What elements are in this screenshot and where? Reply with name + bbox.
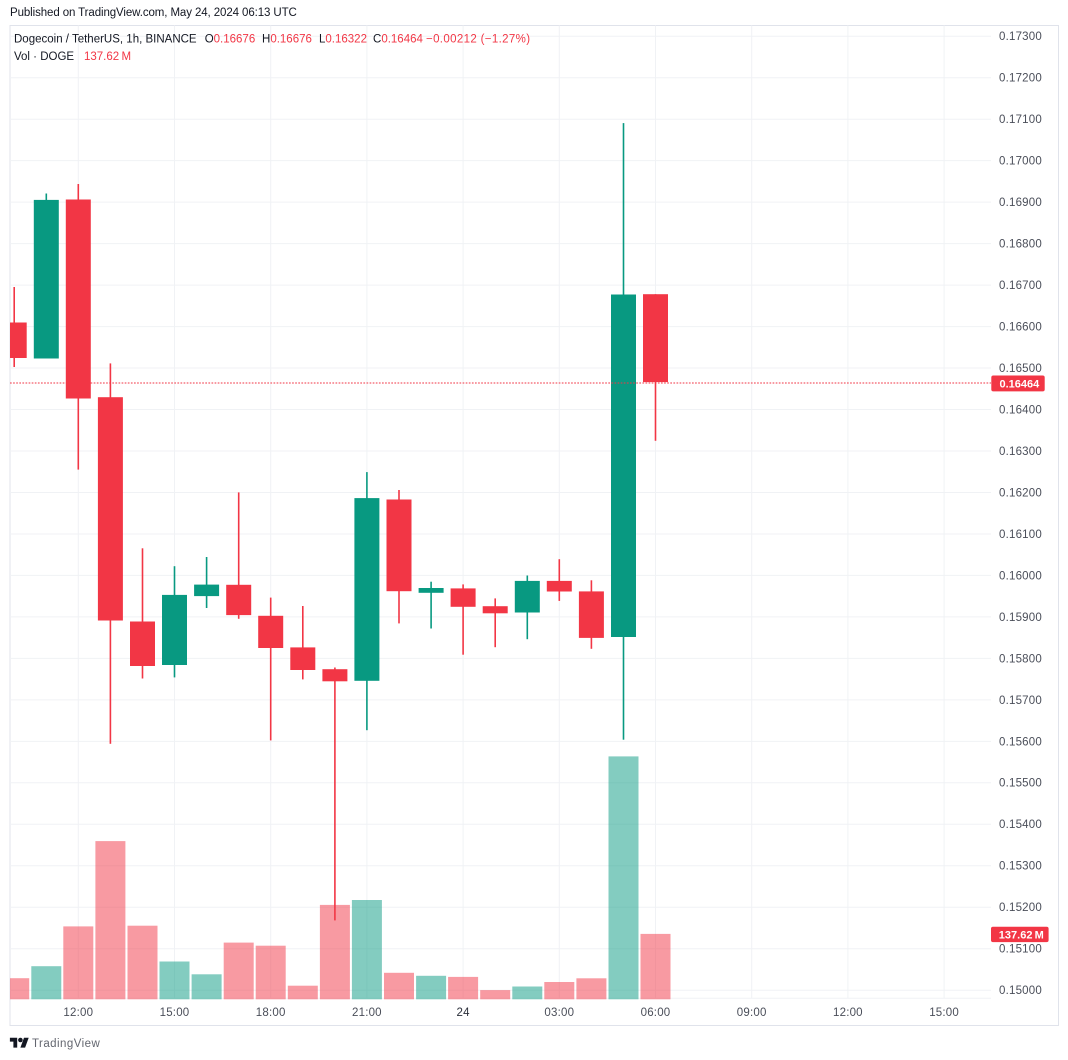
svg-text:0.16900: 0.16900	[999, 197, 1042, 209]
svg-text:0.17100: 0.17100	[999, 114, 1042, 126]
svg-text:0.17200: 0.17200	[999, 73, 1042, 85]
svg-text:Published on TradingView.com,: Published on TradingView.com, May 24, 20…	[10, 7, 297, 19]
svg-text:0.17300: 0.17300	[999, 31, 1042, 43]
svg-text:0.15300: 0.15300	[999, 861, 1042, 873]
svg-text:0.15900: 0.15900	[999, 612, 1042, 624]
svg-text:0.16400: 0.16400	[999, 404, 1042, 416]
svg-text:0.15200: 0.15200	[999, 902, 1042, 914]
svg-text:12:00: 12:00	[63, 1007, 93, 1019]
svg-text:0.15800: 0.15800	[999, 653, 1042, 665]
svg-text:0.15500: 0.15500	[999, 778, 1042, 790]
svg-text:0.15600: 0.15600	[999, 736, 1042, 748]
svg-text:0.16700: 0.16700	[999, 280, 1042, 292]
svg-text:21:00: 21:00	[352, 1007, 382, 1019]
svg-text:0.16000: 0.16000	[999, 570, 1042, 582]
svg-text:0.15000: 0.15000	[999, 985, 1042, 997]
svg-text:0.16464: 0.16464	[1000, 378, 1041, 390]
svg-text:06:00: 06:00	[641, 1007, 671, 1019]
svg-text:0.16200: 0.16200	[999, 487, 1042, 499]
svg-text:0.15700: 0.15700	[999, 695, 1042, 707]
svg-text:Dogecoin / TetherUS, 1h, BINAN: Dogecoin / TetherUS, 1h, BINANCE O0.16676…	[14, 33, 530, 45]
svg-text:0.16100: 0.16100	[999, 529, 1042, 541]
svg-text:03:00: 03:00	[544, 1007, 574, 1019]
svg-text:0.16800: 0.16800	[999, 239, 1042, 251]
svg-text:15:00: 15:00	[160, 1007, 190, 1019]
svg-text:TradingView: TradingView	[32, 1038, 100, 1050]
svg-text:0.17000: 0.17000	[999, 156, 1042, 168]
svg-text:12:00: 12:00	[833, 1007, 863, 1019]
svg-text:0.15100: 0.15100	[999, 944, 1042, 956]
svg-text:15:00: 15:00	[929, 1007, 959, 1019]
svg-text:09:00: 09:00	[737, 1007, 767, 1019]
svg-text:137.62 M: 137.62 M	[999, 930, 1044, 942]
svg-text:24: 24	[456, 1007, 470, 1019]
svg-text:18:00: 18:00	[256, 1007, 286, 1019]
svg-text:0.16500: 0.16500	[999, 363, 1042, 375]
svg-text:0.16300: 0.16300	[999, 446, 1042, 458]
svg-text:0.16600: 0.16600	[999, 322, 1042, 334]
svg-text:0.15400: 0.15400	[999, 819, 1042, 831]
